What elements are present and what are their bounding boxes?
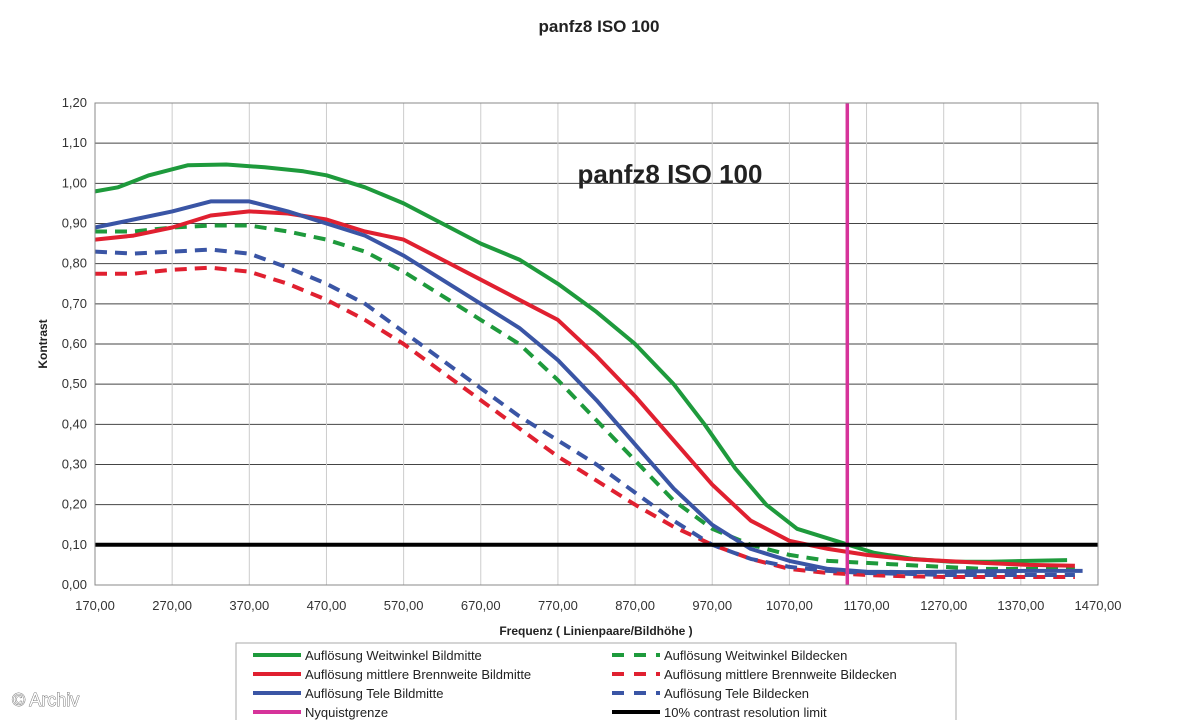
series-line-aufl-sung-tele-bildecken <box>94 247 1075 577</box>
x-tick-label: 670,00 <box>461 598 501 613</box>
y-tick-label: 0,60 <box>62 336 87 351</box>
x-tick-label: 870,00 <box>615 598 655 613</box>
y-tick-label: 1,00 <box>62 175 87 190</box>
y-tick-label: 0,30 <box>62 457 87 472</box>
series-line-aufl-sung-mittlere-brennweite-bildecken <box>95 265 1075 579</box>
x-tick-label: 170,00 <box>75 598 115 613</box>
x-tick-label: 370,00 <box>229 598 269 613</box>
legend-label: Nyquistgrenze <box>305 705 388 720</box>
legend-label: Auflösung Weitwinkel Bildmitte <box>305 648 482 663</box>
x-tick-label: 970,00 <box>692 598 732 613</box>
chart-title: panfz8 ISO 100 <box>539 17 660 36</box>
y-tick-label: 0,70 <box>62 296 87 311</box>
series-line-aufl-sung-mittlere-brennweite-bildmitte <box>94 209 1075 568</box>
legend-label: Auflösung mittlere Brennweite Bildmitte <box>305 667 531 682</box>
x-tick-label: 1170,00 <box>844 598 890 613</box>
legend-label: Auflösung Tele Bildmitte <box>305 686 444 701</box>
series-group <box>94 103 1098 585</box>
y-tick-labels: 0,00 0,10 0,20 0,30 0,40 0,50 0,60 0,70 0,80 0,90… <box>62 95 87 592</box>
x-axis-label: Frequenz ( Linienpaare/Bildhöhe ) <box>499 624 692 638</box>
watermark: © Archiv <box>12 690 79 710</box>
x-tick-label: 470,00 <box>307 598 347 613</box>
legend-label: Auflösung Tele Bildecken <box>664 686 809 701</box>
x-tick-label: 570,00 <box>384 598 424 613</box>
x-tick-label: 1270,00 <box>920 598 967 613</box>
legend: Auflösung Weitwinkel Bildmitte Auflösung … <box>235 642 957 720</box>
y-tick-label: 0,90 <box>62 216 87 231</box>
inner-title: panfz8 ISO 100 <box>578 159 763 189</box>
y-axis-label: Kontrast <box>36 319 50 368</box>
legend-box <box>235 642 957 720</box>
plot-frame <box>94 102 1099 586</box>
series-line-aufl-sung-weitwinkel-bildecken <box>95 223 1075 571</box>
legend-label: 10% contrast resolution limit <box>664 705 827 720</box>
x-tick-label: 270,00 <box>152 598 192 613</box>
y-tick-label: 1,10 <box>62 135 87 150</box>
y-tick-label: 0,20 <box>62 497 87 512</box>
x-tick-labels: 170,00 270,00 370,00 470,00 570,00 670,00 770,… <box>75 598 1121 613</box>
legend-label: Auflösung mittlere Brennweite Bildecken <box>664 667 897 682</box>
y-tick-label: 0,40 <box>62 416 87 431</box>
x-tick-label: 1470,00 <box>1075 598 1122 613</box>
y-tick-label: 1,20 <box>62 95 87 110</box>
y-tick-label: 0,10 <box>62 537 87 552</box>
y-tick-label: 0,00 <box>62 577 87 592</box>
y-tick-label: 0,80 <box>62 256 87 271</box>
x-tick-label: 1070,00 <box>766 598 813 613</box>
legend-label: Auflösung Weitwinkel Bildecken <box>664 648 847 663</box>
x-tick-label: 770,00 <box>538 598 578 613</box>
y-tick-label: 0,50 <box>62 376 87 391</box>
x-tick-label: 1370,00 <box>997 598 1044 613</box>
series-line-aufl-sung-tele-bildmitte <box>94 199 1083 575</box>
